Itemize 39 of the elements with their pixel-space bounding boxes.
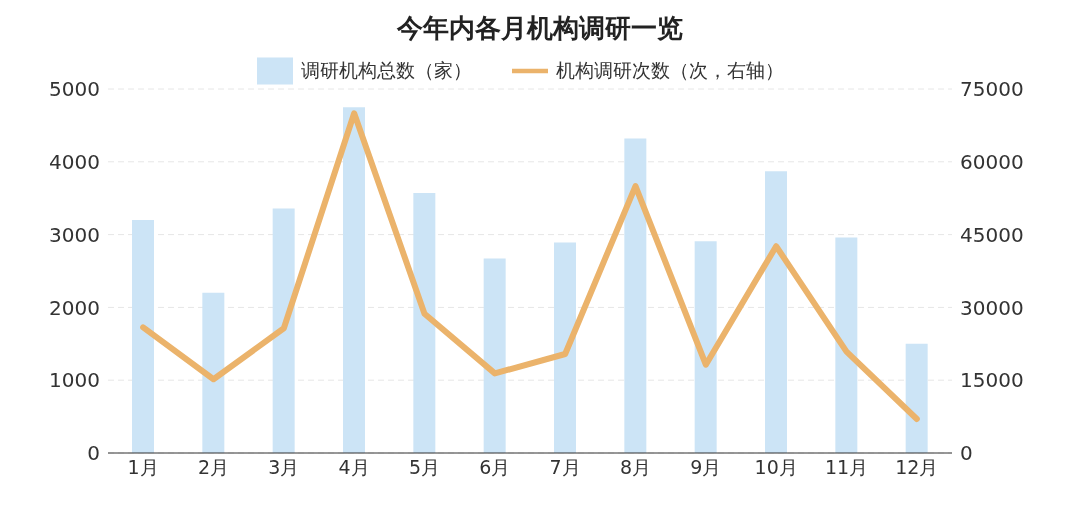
x-tick-label: 8月 [619,456,652,479]
x-tick-label: 2月 [197,456,230,479]
y2-tick-label: 30000 [960,295,1024,320]
y2-tick-label: 60000 [960,149,1024,174]
bar [694,241,717,453]
x-tick-label: 7月 [549,456,581,479]
y2-tick-label: 15000 [960,368,1024,393]
y2-tick-label: 0 [960,441,973,466]
y-tick-label: 4000 [49,149,100,174]
bar [483,258,506,453]
x-tick-label: 11月 [824,456,869,479]
x-tick-label: 6月 [479,456,511,479]
bar [202,292,225,453]
bar [835,237,858,453]
bar [905,343,928,453]
bar [765,171,787,453]
y-tick-label: 3000 [49,222,100,247]
y-tick-label: 1000 [49,368,100,393]
x-tick-label: 12月 [895,456,939,479]
bar [132,220,154,453]
bar [554,242,576,453]
y-tick-label: 0 [87,441,100,466]
bar [624,138,647,453]
x-tick-label: 1月 [127,456,159,479]
y-tick-label: 2000 [49,295,100,320]
x-tick-label: 5月 [408,456,441,479]
bar [343,107,365,453]
x-tick-label: 3月 [268,456,300,479]
x-tick-label: 9月 [690,456,722,479]
legend-label: 调研机构总数（家） [300,58,472,81]
chart-title: 今年内各月机构调研一览 [396,12,684,45]
x-tick-label: 4月 [338,456,370,479]
bar [272,208,295,453]
legend-label: 机构调研次数（次，右轴） [555,58,784,81]
x-tick-label: 10月 [754,456,798,479]
y2-tick-label: 45000 [960,222,1024,247]
bar [413,193,436,453]
y-tick-label: 5000 [49,77,100,102]
y2-tick-label: 75000 [960,77,1024,102]
